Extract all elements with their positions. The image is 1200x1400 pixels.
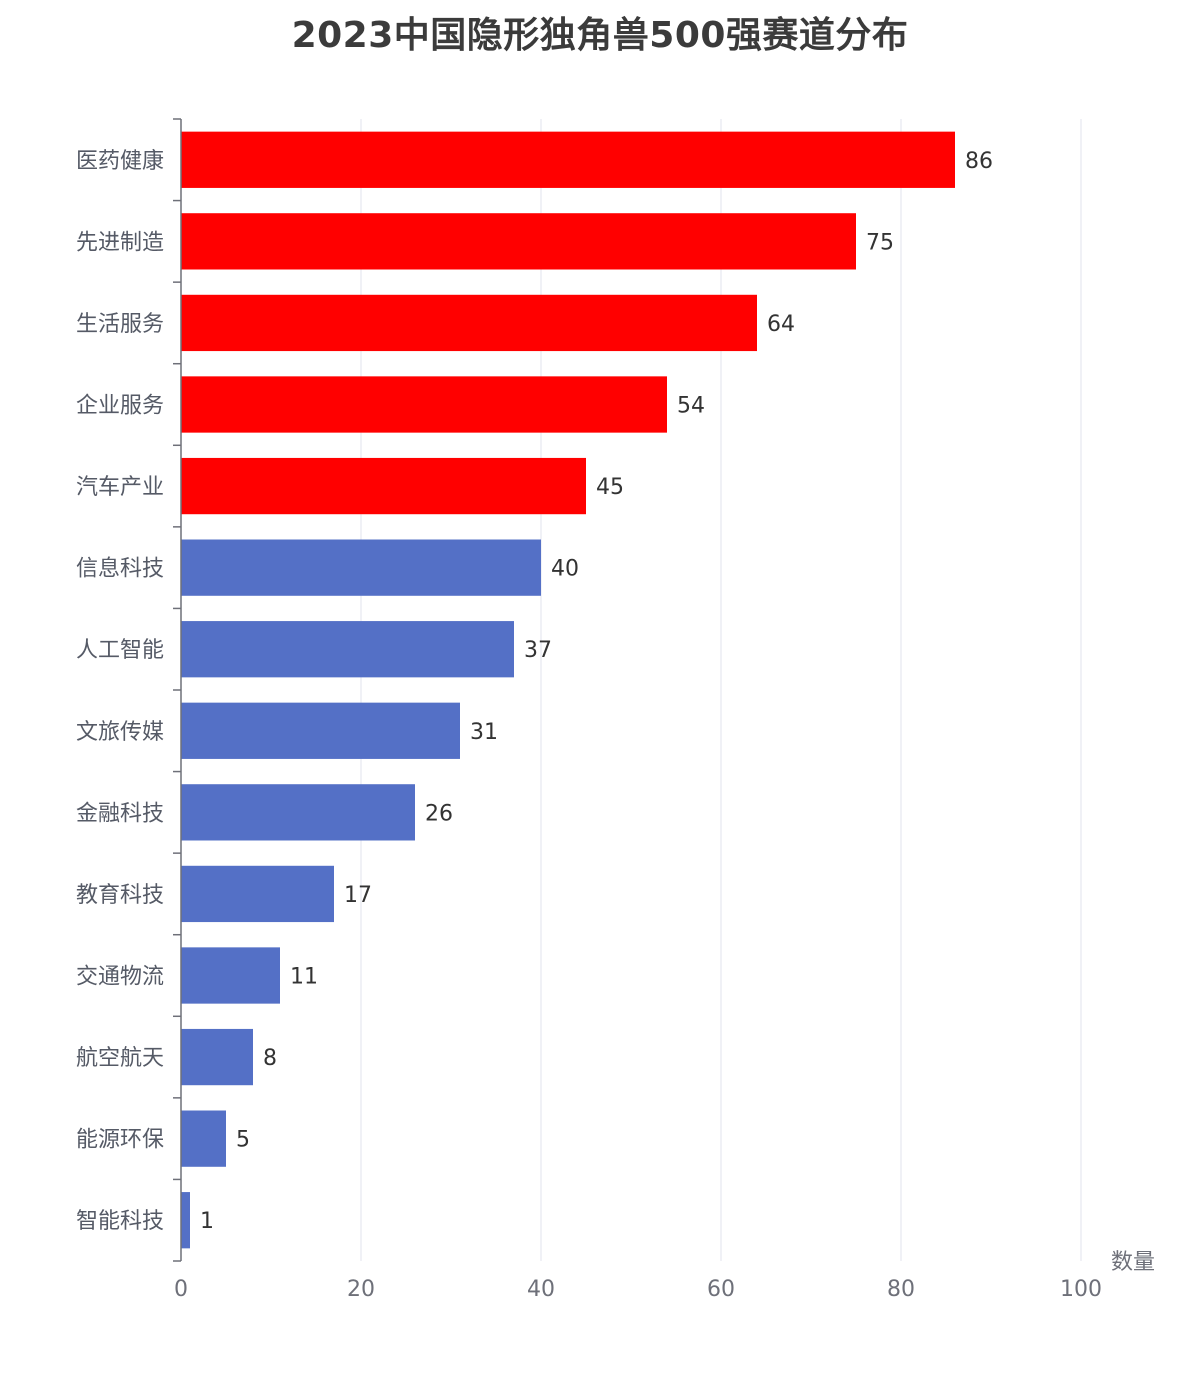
category-label: 医药健康 [76,149,164,174]
data-label: 31 [470,720,498,745]
data-label: 37 [524,638,552,663]
data-label: 11 [290,965,318,990]
data-label: 75 [866,230,894,255]
chart-title: 2023中国隐形独角兽500强赛道分布 [291,15,909,56]
x-tick-label: 0 [174,1277,188,1302]
category-label: 教育科技 [76,883,164,908]
x-tick-label: 20 [347,1277,375,1302]
x-tick-label: 100 [1060,1277,1102,1302]
data-label: 1 [200,1209,214,1234]
data-label: 26 [425,801,453,826]
labels: 86 医药健康 75 先进制造 64 生活服务 54 企业服务 45 汽车产业 40 信息科技 37 人工… [76,149,1155,1302]
category-label: 先进制造 [76,230,164,255]
data-label: 40 [551,557,579,582]
category-label: 航空航天 [76,1046,164,1071]
bar [181,1110,226,1167]
category-label: 金融科技 [76,801,164,826]
bars [181,131,955,1249]
bar [181,947,280,1004]
bar [181,1192,190,1249]
category-label: 文旅传媒 [76,720,164,745]
bar [181,1028,253,1086]
grid-lines [360,119,1082,1261]
bar [181,539,541,596]
x-tick-label: 80 [887,1277,915,1302]
bar [181,784,415,841]
axes [173,118,182,1262]
data-label: 64 [767,312,795,337]
data-label: 54 [677,394,705,419]
bar [181,376,667,433]
bar [181,213,856,270]
x-axis-label: 数量 [1111,1250,1155,1275]
category-label: 智能科技 [76,1209,164,1234]
category-label: 企业服务 [76,394,164,419]
category-label: 人工智能 [76,638,164,663]
data-label: 8 [263,1046,277,1071]
bar [181,131,955,188]
x-tick-label: 60 [707,1277,735,1302]
category-label: 信息科技 [76,557,164,582]
x-tick-label: 40 [527,1277,555,1302]
category-label: 生活服务 [76,312,164,337]
category-label: 能源环保 [76,1128,164,1153]
bar [181,621,514,678]
data-label: 45 [596,475,624,500]
data-label: 5 [236,1128,250,1153]
data-label: 17 [344,883,372,908]
data-label: 86 [965,149,993,174]
bar [181,457,586,515]
category-label: 汽车产业 [76,475,164,500]
category-label: 交通物流 [76,965,164,990]
bar [181,702,460,759]
bar [181,294,757,352]
bar [181,865,334,923]
